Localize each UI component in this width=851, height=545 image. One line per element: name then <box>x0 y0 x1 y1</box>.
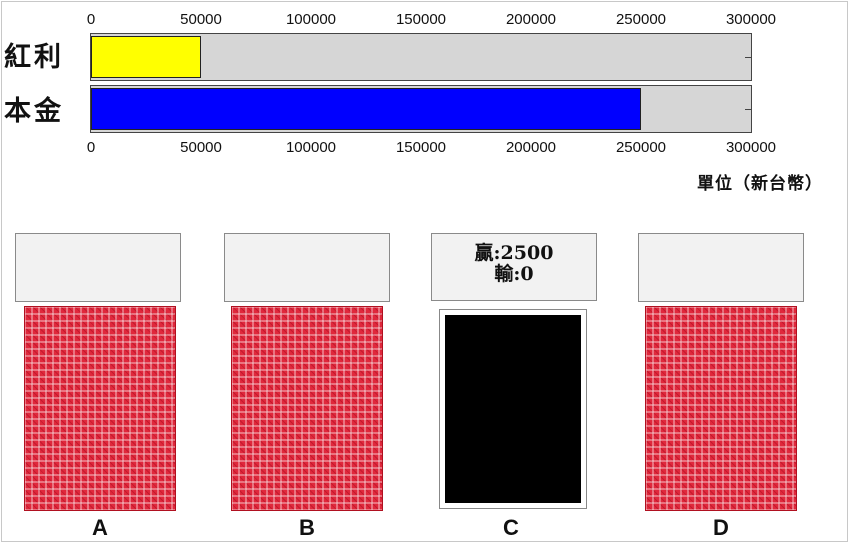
top-tick: 250000 <box>615 11 667 28</box>
bottom-tick: 50000 <box>180 139 222 156</box>
top-tick: 100000 <box>285 11 337 28</box>
top-tick: 150000 <box>395 11 447 28</box>
deck-c-letter: C <box>503 515 519 540</box>
bottom-tick: 0 <box>86 139 96 156</box>
top-tick: 300000 <box>725 11 777 28</box>
deck-a-result-panel <box>15 233 181 302</box>
deck-c-card-face <box>445 315 581 503</box>
unit-label: 單位（新台幣） <box>697 174 823 194</box>
top-tick: 50000 <box>180 11 222 28</box>
principal-label: 本金 <box>4 96 64 127</box>
deck-d-result-panel <box>638 233 804 302</box>
bonus-track <box>90 33 752 81</box>
principal-track <box>90 85 752 133</box>
deck-a-letter: A <box>92 515 108 540</box>
bottom-tick: 150000 <box>395 139 447 156</box>
track-tick <box>745 109 751 110</box>
deck-b-card[interactable] <box>231 306 383 511</box>
bottom-tick: 100000 <box>285 139 337 156</box>
bonus-label: 紅利 <box>4 42 64 73</box>
deck-b-result-panel <box>224 233 390 302</box>
deck-a-card[interactable] <box>24 306 176 511</box>
top-tick: 200000 <box>505 11 557 28</box>
principal-bar <box>91 88 641 130</box>
deck-b-letter: B <box>299 515 315 540</box>
deck-c-result-panel: 贏:2500 輸:0 <box>431 233 597 301</box>
deck-c-card[interactable] <box>439 309 587 509</box>
deck-c-loss: 輸:0 <box>494 263 534 285</box>
top-tick: 0 <box>86 11 96 28</box>
deck-c-win: 贏:2500 <box>474 242 554 264</box>
bottom-tick: 300000 <box>725 139 777 156</box>
deck-d-letter: D <box>713 515 729 540</box>
bottom-tick: 250000 <box>615 139 667 156</box>
bottom-tick: 200000 <box>505 139 557 156</box>
bonus-bar <box>91 36 201 78</box>
deck-d-card[interactable] <box>645 306 797 511</box>
track-tick <box>745 57 751 58</box>
